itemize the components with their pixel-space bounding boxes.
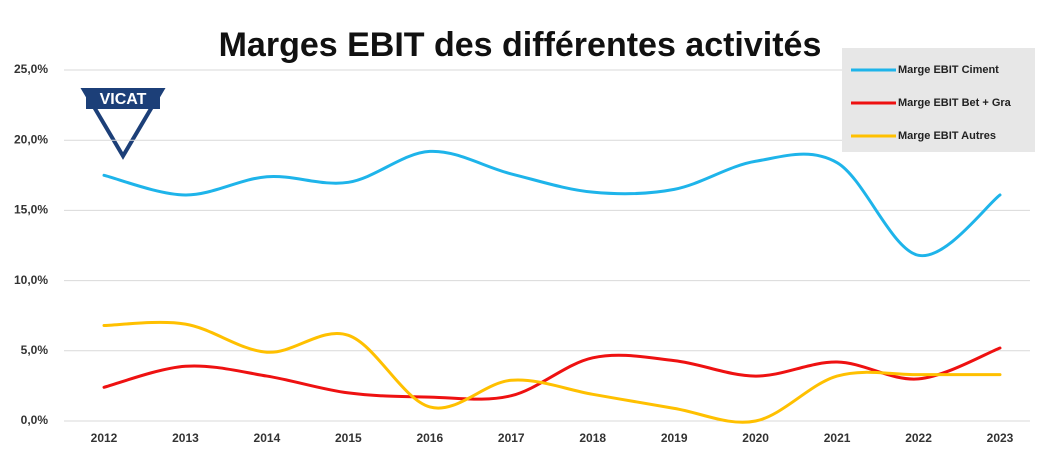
- x-tick-label: 2021: [824, 431, 851, 445]
- x-tick-label: 2020: [742, 431, 769, 445]
- x-tick-label: 2023: [987, 431, 1014, 445]
- legend-label: Marge EBIT Autres: [898, 130, 996, 142]
- x-tick-label: 2013: [172, 431, 199, 445]
- legend-label: Marge EBIT Ciment: [898, 64, 999, 76]
- x-tick-label: 2012: [91, 431, 118, 445]
- logo-text: VICAT: [100, 91, 147, 108]
- y-tick-label: 20,0%: [14, 132, 48, 146]
- x-tick-label: 2022: [905, 431, 932, 445]
- line-series: [102, 320, 1002, 424]
- x-tick-label: 2015: [335, 431, 362, 445]
- chart-title: Marges EBIT des différentes activités: [219, 26, 822, 64]
- y-tick-label: 10,0%: [14, 273, 48, 287]
- x-tick-label: 2017: [498, 431, 525, 445]
- line-series: [102, 149, 1002, 257]
- x-tick-label: 2016: [416, 431, 443, 445]
- y-tick-label: 0,0%: [21, 413, 49, 427]
- x-tick-label: 2018: [579, 431, 606, 445]
- logo: VICAT: [80, 88, 166, 160]
- line-series: [102, 346, 1002, 401]
- x-tick-label: 2014: [254, 431, 281, 445]
- y-tick-label: 15,0%: [14, 203, 48, 217]
- y-tick-label: 25,0%: [14, 62, 48, 76]
- x-tick-label: 2019: [661, 431, 688, 445]
- legend-label: Marge EBIT Bet + Gra: [898, 97, 1012, 109]
- y-tick-label: 5,0%: [21, 343, 49, 357]
